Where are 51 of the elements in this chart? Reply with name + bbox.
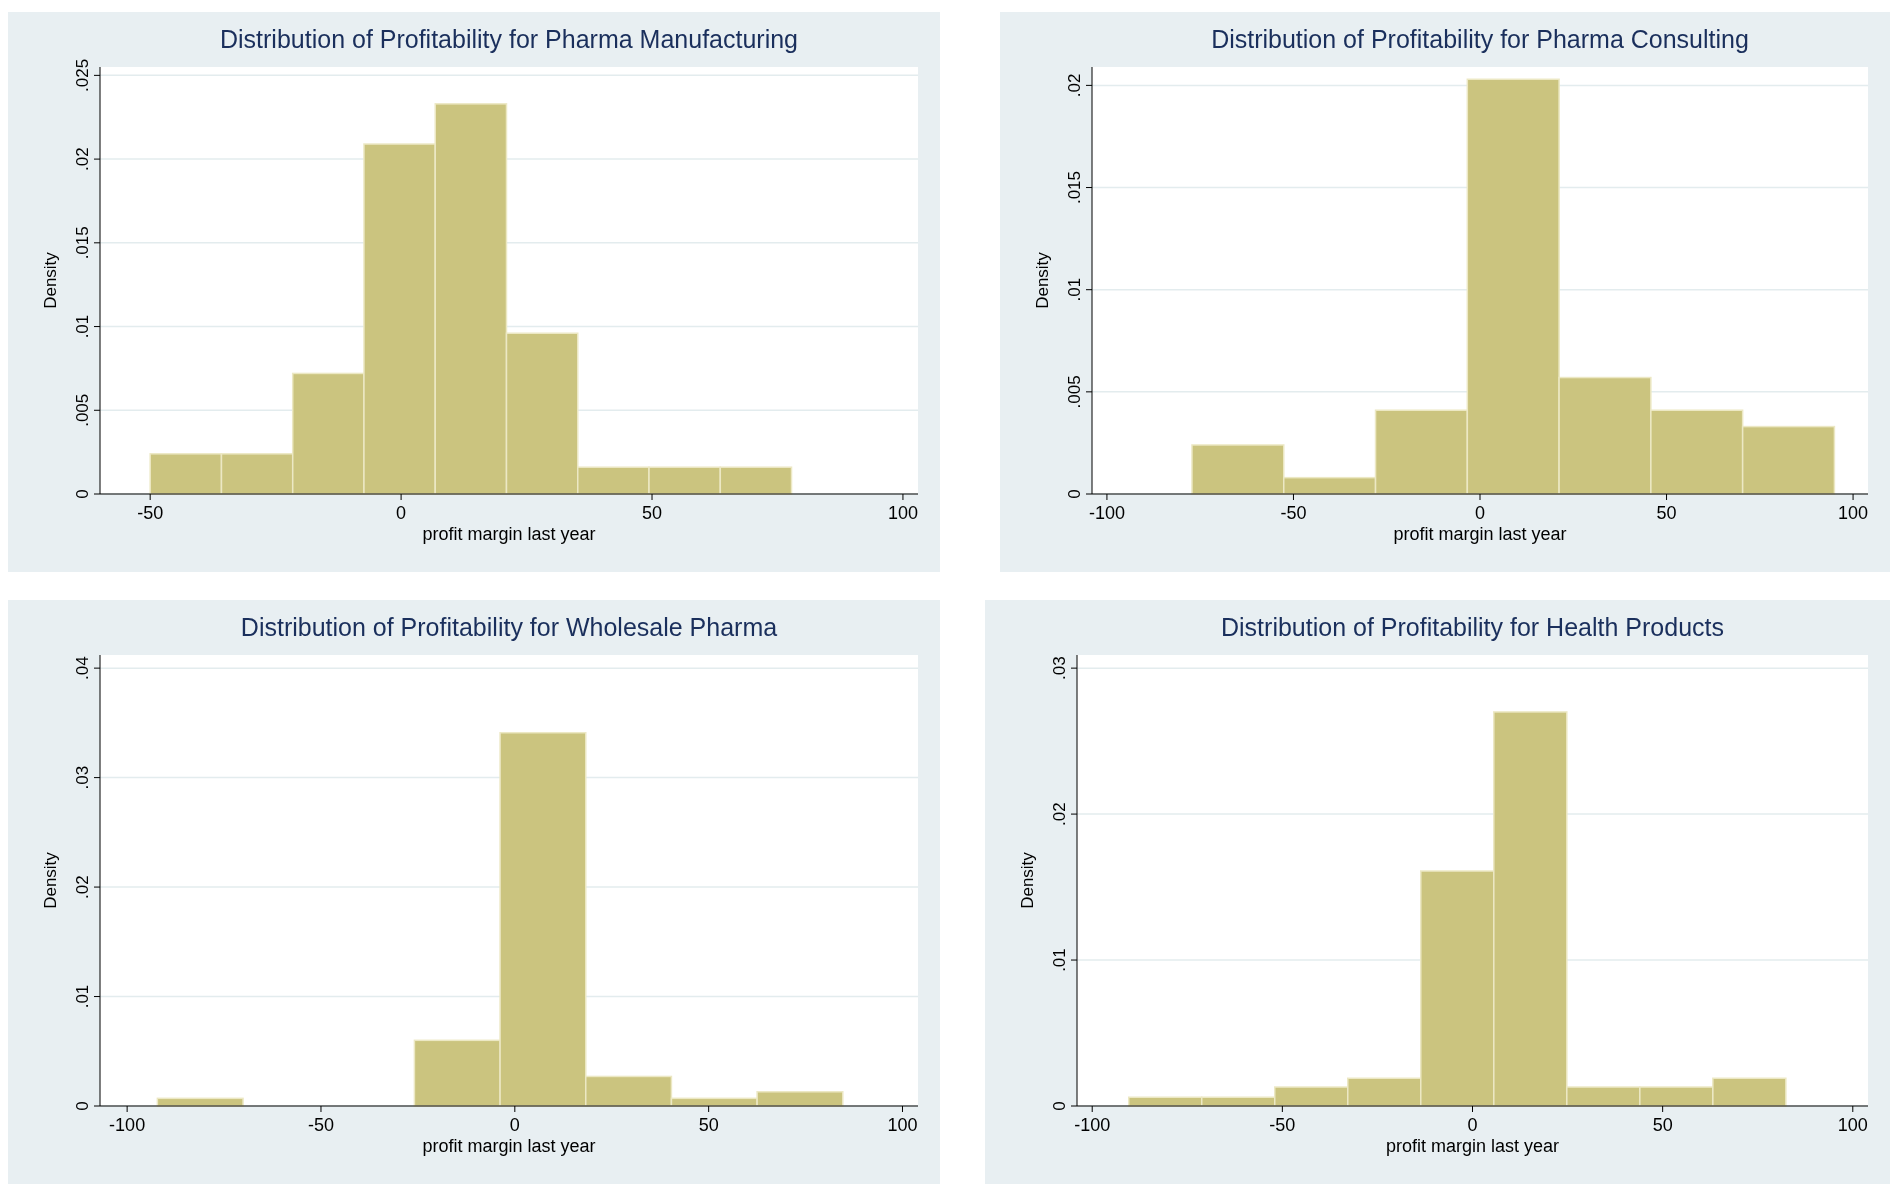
y-tick-label: 0 [73,489,92,499]
x-tick-label: -50 [1280,503,1307,523]
chart-title: Distribution of Profitability for Health Products [1221,613,1724,641]
x-tick-label: -50 [137,503,164,523]
y-tick-label: .02 [1050,802,1069,826]
x-tick-label: 0 [1467,1115,1478,1135]
x-tick-label: 50 [1656,503,1677,523]
y-tick-label: .005 [73,393,92,427]
x-tick-label: -100 [109,1115,146,1135]
x-axis-title: profit margin last year [422,1136,596,1156]
x-axis-title: profit margin last year [1393,524,1567,544]
y-tick-label: .01 [1050,948,1069,972]
y-tick-label: .01 [73,314,92,339]
y-tick-label: .01 [73,984,92,1009]
x-tick-label: 0 [509,1115,520,1135]
x-tick-label: -50 [307,1115,334,1135]
x-tick-label: -100 [1088,503,1125,523]
x-tick-label: -100 [1074,1115,1111,1135]
x-tick-label: 0 [396,503,407,523]
y-axis-title: Density [1033,251,1052,309]
x-tick-label: -50 [1269,1115,1296,1135]
y-tick-label: .005 [1065,375,1084,409]
y-tick-label: 0 [1065,489,1084,499]
y-tick-label: .015 [1065,170,1084,205]
chart-title: Distribution of Profitability for Wholesale Pharma [240,613,778,641]
x-tick-label: 100 [887,1115,918,1135]
y-tick-label: .03 [1050,656,1069,680]
y-tick-label: .025 [73,58,92,92]
y-tick-label: .02 [73,147,92,171]
y-tick-label: .04 [73,656,92,680]
x-tick-label: 100 [1837,1115,1868,1135]
x-tick-label: 50 [642,503,663,523]
x-axis-title: profit margin last year [1385,1136,1560,1156]
x-axis-title: profit margin last year [422,524,596,544]
x-tick-label: 0 [1474,503,1486,523]
y-tick-label: .015 [73,226,92,260]
y-axis-title: Density [41,851,60,909]
chart-title: Distribution of Profitability for Pharma Manufacturing [219,25,799,53]
x-tick-label: 100 [887,503,918,523]
y-axis-title: Density [1018,851,1037,909]
y-tick-label: .01 [1065,277,1084,302]
x-tick-label: 50 [1652,1115,1673,1135]
x-tick-label: 50 [698,1115,719,1135]
chart-title: Distribution of Profitability for Pharma Consulting [1211,25,1749,53]
x-tick-label: 100 [1838,503,1869,523]
y-axis-title: Density [41,251,60,309]
y-tick-label: 0 [73,1101,92,1111]
y-tick-label: .02 [1065,73,1084,98]
y-tick-label: 0 [1050,1101,1069,1111]
y-tick-label: .03 [73,765,92,790]
y-tick-label: .02 [73,875,92,899]
